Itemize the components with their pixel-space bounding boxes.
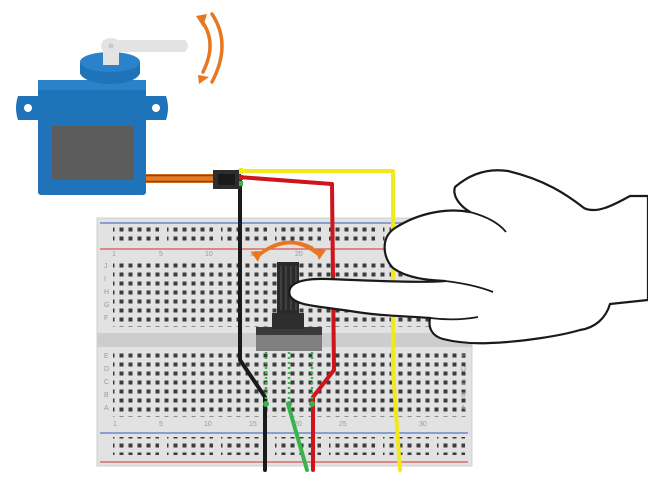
black-wire	[238, 179, 267, 472]
row-letter: B	[461, 392, 466, 399]
row-letter: C	[104, 379, 109, 386]
servo-label-plate	[52, 126, 134, 180]
bottom-power-rail	[113, 437, 465, 455]
row-letter: B	[104, 392, 109, 399]
servo-cable	[146, 174, 214, 183]
column-number: 15	[249, 421, 257, 428]
column-number: 1	[113, 421, 117, 428]
row-letter: D	[461, 366, 466, 373]
potentiometer-icon	[256, 262, 322, 407]
row-letter: A	[104, 405, 109, 412]
row-letter: I	[104, 276, 106, 283]
rotation-arrow-icon	[196, 12, 224, 84]
row-letter: C	[461, 379, 466, 386]
hand-icon	[288, 169, 648, 345]
row-letter: A	[461, 405, 466, 412]
servo-connector	[213, 168, 243, 189]
yellow-wire	[236, 169, 402, 472]
row-letter: E	[461, 353, 466, 360]
row-letter: D	[104, 366, 109, 373]
column-number: 10	[204, 421, 212, 428]
column-number: 20	[295, 251, 303, 258]
row-letter: E	[104, 353, 109, 360]
row-letter: H	[104, 289, 109, 296]
column-number: 1	[112, 251, 116, 258]
column-number: 10	[205, 251, 213, 258]
row-letter: J	[104, 263, 108, 270]
column-number: 20	[294, 421, 302, 428]
wires	[236, 169, 402, 472]
row-letter: G	[104, 302, 109, 309]
column-number: 30	[419, 421, 427, 428]
servo-motor-icon	[16, 38, 214, 195]
potentiometer-shaft	[277, 262, 299, 314]
column-number: 25	[339, 421, 347, 428]
red-wire	[236, 175, 336, 472]
row-letter: F	[104, 315, 108, 322]
column-number: 5	[159, 251, 163, 258]
rotation-arrow-icon	[251, 240, 326, 262]
column-number: 5	[159, 421, 163, 428]
green-wire	[286, 402, 309, 472]
